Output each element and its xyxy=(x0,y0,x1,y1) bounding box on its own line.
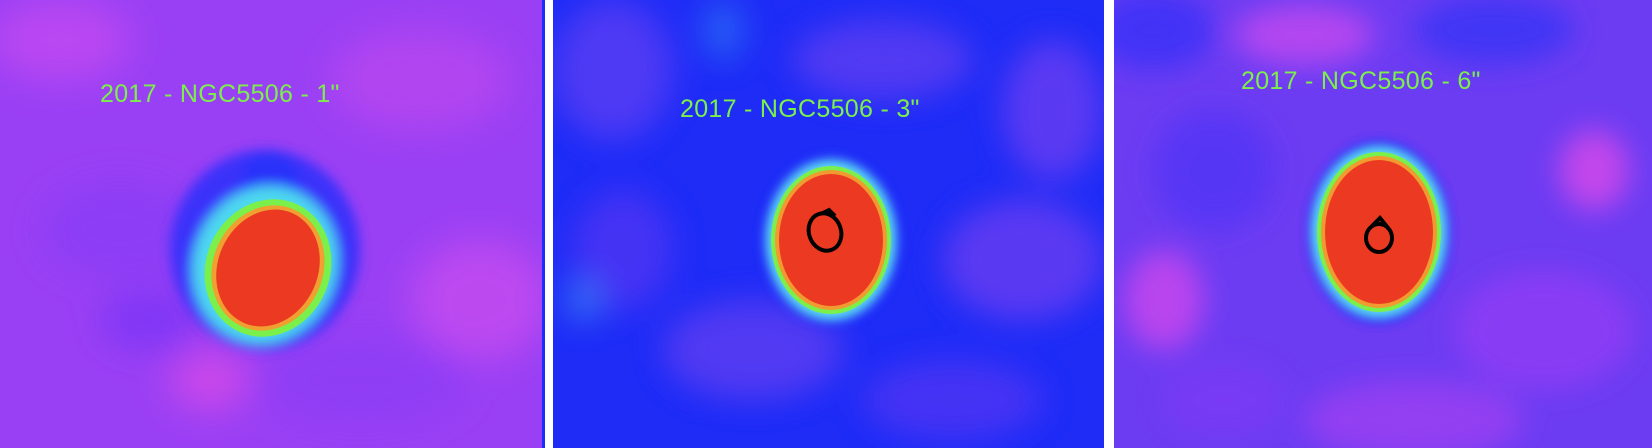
flux-map-1 xyxy=(0,0,542,448)
flux-map-3 xyxy=(1114,0,1652,448)
panel-1-label: 2017 - NGC5506 - 1" xyxy=(100,80,340,108)
panel-edge xyxy=(542,0,545,448)
panel-2-label: 2017 - NGC5506 - 3" xyxy=(680,95,920,123)
image-panel-1: 2017 - NGC5506 - 1" xyxy=(0,0,542,448)
image-panel-3: 2017 - NGC5506 - 6" xyxy=(1114,0,1652,448)
panel-3-label: 2017 - NGC5506 - 6" xyxy=(1241,67,1481,95)
image-panel-2: 2017 - NGC5506 - 3" xyxy=(553,0,1104,448)
contour-overlay xyxy=(806,207,844,253)
contour-overlay xyxy=(1364,215,1394,254)
flux-map-2 xyxy=(553,0,1104,448)
